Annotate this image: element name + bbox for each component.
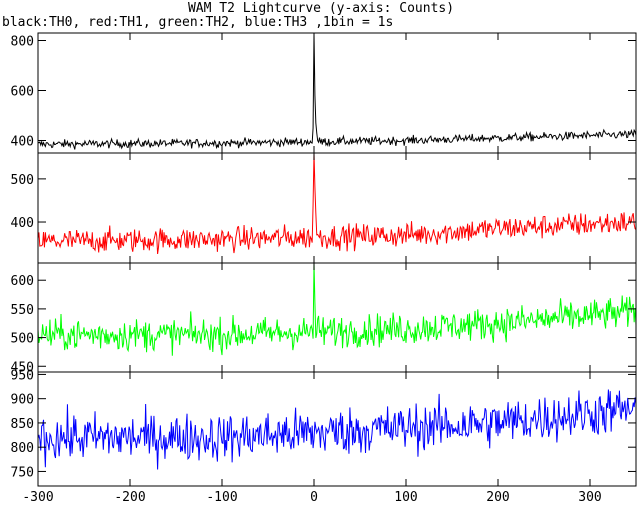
chart-subtitle: black:TH0, red:TH1, green:TH2, blue:TH3 …: [2, 15, 394, 30]
x-tick-label: 100: [394, 490, 417, 505]
x-tick-label: 200: [486, 490, 509, 505]
y-tick-label: 450: [11, 360, 34, 375]
x-tick-label: -300: [22, 490, 53, 505]
y-tick-label: 900: [11, 393, 34, 408]
series-line-th0: [38, 33, 636, 150]
y-tick-label: 550: [11, 303, 34, 318]
y-tick-label: 850: [11, 417, 34, 432]
panel-frame-th2: [37, 262, 637, 373]
y-tick-label: 500: [11, 173, 34, 188]
y-tick-label: 400: [11, 135, 34, 150]
y-tick-label: 600: [11, 274, 34, 289]
y-tick-label: 750: [11, 465, 34, 480]
x-tick-label: 0: [310, 490, 318, 505]
y-tick-label: 800: [11, 441, 34, 456]
x-tick-label: -200: [114, 490, 145, 505]
x-tick-label: -100: [206, 490, 237, 505]
y-tick-label: 600: [11, 85, 34, 100]
series-line-th2: [38, 263, 636, 356]
y-tick-label: 400: [11, 216, 34, 231]
series-line-th1: [38, 153, 636, 255]
y-tick-label: 950: [11, 368, 34, 383]
panel-frame-th1: [37, 152, 637, 264]
x-tick-label: 300: [578, 490, 601, 505]
series-line-th3: [38, 389, 636, 470]
panel-frame-th3: [37, 371, 637, 487]
chart-title: WAM T2 Lightcurve (y-axis: Counts): [187, 1, 455, 16]
y-tick-label: 800: [11, 35, 34, 50]
y-tick-label: 500: [11, 332, 34, 347]
